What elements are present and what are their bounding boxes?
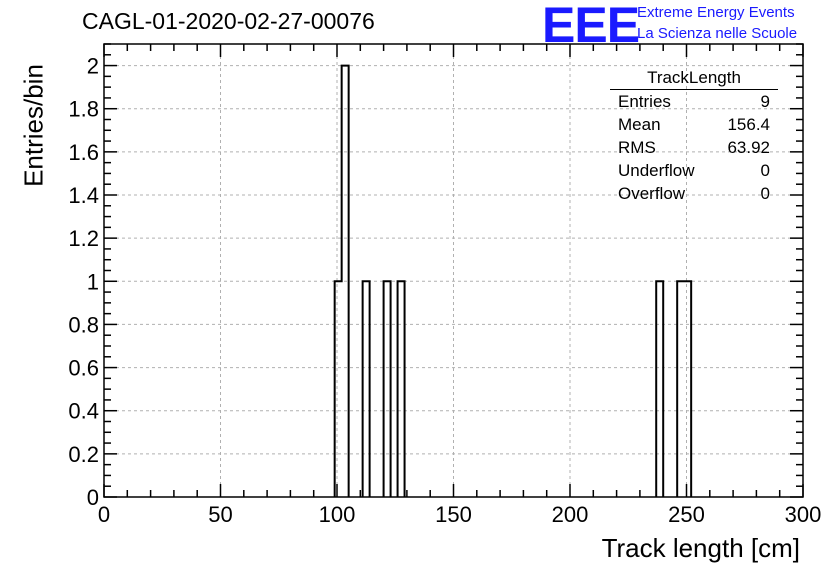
- histogram-bin: [398, 281, 405, 497]
- stats-value: 63.92: [727, 138, 770, 157]
- y-tick-label: 0: [87, 485, 99, 510]
- y-tick-label: 1.6: [68, 140, 99, 165]
- eee-logo: EEE: [542, 0, 640, 53]
- stats-value: 0: [760, 161, 770, 180]
- stats-title: TrackLength: [610, 68, 778, 90]
- y-tick-label: 2: [87, 54, 99, 79]
- x-tick-label: 0: [98, 502, 110, 527]
- histogram-bin: [677, 281, 684, 497]
- histogram-bin: [363, 281, 370, 497]
- stats-box: TrackLength Entries 9 Mean 156.4 RMS 63.…: [610, 68, 778, 205]
- y-tick-label: 1.4: [68, 183, 99, 208]
- stats-row-overflow: Overflow 0: [610, 182, 778, 205]
- histogram-bin: [656, 281, 663, 497]
- y-tick-label: 1: [87, 269, 99, 294]
- x-tick-label: 300: [785, 502, 822, 527]
- histogram-bin: [384, 281, 391, 497]
- y-axis-label: Entries/bin: [18, 64, 49, 187]
- logo-caption-line1: Extreme Energy Events: [637, 4, 795, 21]
- x-tick-label: 200: [552, 502, 589, 527]
- y-tick-label: 1.8: [68, 97, 99, 122]
- logo-caption-line2: La Scienza nelle Scuole: [637, 25, 798, 42]
- stats-value: 9: [760, 92, 770, 111]
- stats-row-entries: Entries 9: [610, 90, 778, 113]
- stats-label: RMS: [618, 138, 656, 157]
- x-tick-label: 150: [435, 502, 472, 527]
- run-title: CAGL-01-2020-02-27-00076: [82, 8, 375, 34]
- stats-label: Overflow: [618, 184, 686, 203]
- stats-row-mean: Mean 156.4: [610, 113, 778, 136]
- stats-row-underflow: Underflow 0: [610, 159, 778, 182]
- y-tick-label: 0.8: [68, 312, 99, 337]
- stats-value: 0: [760, 184, 770, 203]
- stats-label: Entries: [618, 92, 671, 111]
- y-tick-label: 0.4: [68, 399, 99, 424]
- y-tick-label: 0.2: [68, 442, 99, 467]
- histogram-bin: [335, 281, 342, 497]
- histogram-bin: [684, 281, 691, 497]
- histogram-bin: [342, 66, 349, 497]
- histogram-outline: [333, 64, 693, 497]
- stats-label: Underflow: [618, 161, 695, 180]
- stats-row-rms: RMS 63.92: [610, 136, 778, 159]
- y-tick-label: 1.2: [68, 226, 99, 251]
- stats-value: 156.4: [727, 115, 770, 134]
- x-tick-label: 50: [208, 502, 232, 527]
- stats-label: Mean: [618, 115, 661, 134]
- x-tick-label: 100: [319, 502, 356, 527]
- y-tick-label: 0.6: [68, 356, 99, 381]
- x-axis-label: Track length [cm]: [601, 533, 800, 563]
- x-tick-label: 250: [668, 502, 705, 527]
